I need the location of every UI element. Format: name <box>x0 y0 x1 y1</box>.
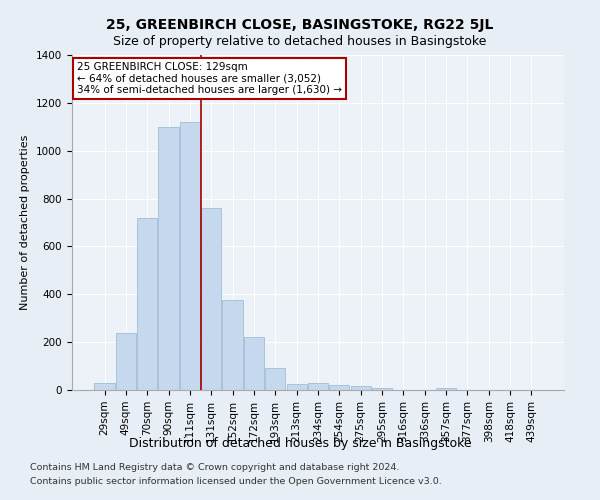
Bar <box>436 388 456 390</box>
Bar <box>329 385 349 390</box>
Bar <box>244 338 264 390</box>
Bar <box>350 386 371 390</box>
Bar <box>372 388 392 390</box>
Bar <box>287 384 307 390</box>
Bar <box>180 122 200 390</box>
Bar <box>223 300 243 390</box>
Bar <box>265 368 286 390</box>
Text: Contains public sector information licensed under the Open Government Licence v3: Contains public sector information licen… <box>30 477 442 486</box>
Text: Size of property relative to detached houses in Basingstoke: Size of property relative to detached ho… <box>113 35 487 48</box>
Text: 25, GREENBIRCH CLOSE, BASINGSTOKE, RG22 5JL: 25, GREENBIRCH CLOSE, BASINGSTOKE, RG22 … <box>106 18 494 32</box>
Text: Contains HM Land Registry data © Crown copyright and database right 2024.: Contains HM Land Registry data © Crown c… <box>30 464 400 472</box>
Bar <box>94 383 115 390</box>
Bar <box>158 127 179 390</box>
Bar <box>308 383 328 390</box>
Bar <box>137 218 157 390</box>
Y-axis label: Number of detached properties: Number of detached properties <box>20 135 31 310</box>
Bar <box>201 208 221 390</box>
Text: Distribution of detached houses by size in Basingstoke: Distribution of detached houses by size … <box>128 438 472 450</box>
Text: 25 GREENBIRCH CLOSE: 129sqm
← 64% of detached houses are smaller (3,052)
34% of : 25 GREENBIRCH CLOSE: 129sqm ← 64% of det… <box>77 62 342 95</box>
Bar <box>116 332 136 390</box>
